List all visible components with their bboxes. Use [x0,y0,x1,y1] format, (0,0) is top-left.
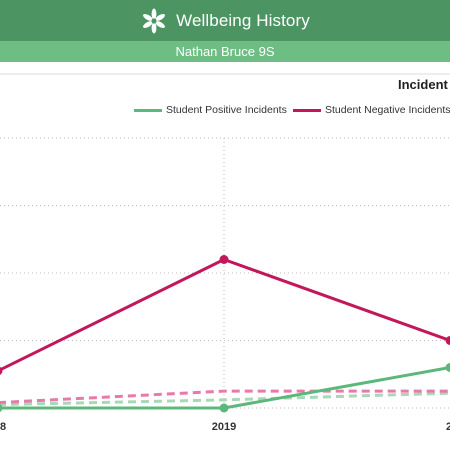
legend-label-negative: Student Negative Incidents [325,104,450,116]
data-point-series-0[interactable] [219,403,229,413]
legend-swatch-negative [293,108,321,112]
series-line-2 [0,391,450,407]
series-line-1 [0,258,450,372]
data-point-series-1[interactable] [445,336,450,345]
app-header: Wellbeing History [0,0,450,41]
data-point-series-1[interactable] [0,366,3,375]
series-line-3 [0,389,450,405]
x-tick-label: 8 [0,421,6,433]
data-point-series-0[interactable] [445,363,450,372]
data-point-series-1[interactable] [219,255,229,264]
chart-title: Incident [398,77,448,92]
legend-item-negative[interactable]: Student Negative Incidents [293,104,450,116]
legend-swatch-positive [134,108,162,112]
student-name: Nathan Bruce 9S [175,44,275,59]
student-name-bar: Nathan Bruce 9S [0,41,450,62]
page-title: Wellbeing History [176,10,310,30]
flower-icon [143,8,166,33]
x-tick-label: 2019 [212,421,236,433]
legend-item-positive[interactable]: Student Positive Incidents [134,104,287,116]
x-tick-label: 2 [446,421,450,433]
data-point-series-0[interactable] [0,403,3,413]
legend-label-positive: Student Positive Incidents [166,104,287,116]
